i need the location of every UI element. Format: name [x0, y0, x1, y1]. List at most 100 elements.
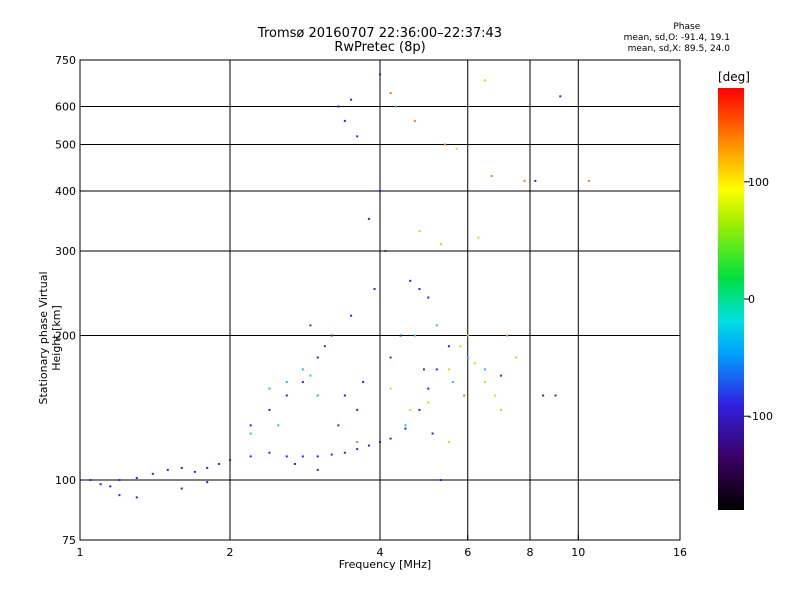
data-point	[356, 441, 359, 444]
data-point	[99, 483, 102, 486]
data-point	[350, 98, 353, 101]
data-point	[367, 444, 370, 447]
data-point	[466, 334, 469, 337]
data-point	[330, 453, 333, 456]
data-point	[427, 401, 430, 404]
data-point	[229, 459, 231, 462]
data-point	[443, 143, 446, 146]
colorbar-tick-label: 0	[748, 293, 755, 306]
data-point	[268, 451, 271, 454]
data-point	[451, 381, 454, 384]
data-point	[463, 394, 466, 397]
data-point	[301, 368, 304, 371]
data-point	[309, 324, 312, 327]
x-tick-label: 6	[464, 546, 471, 559]
data-point	[409, 279, 412, 282]
data-point	[135, 476, 138, 479]
colorbar-title: [deg]	[718, 70, 750, 84]
data-point	[373, 288, 376, 291]
data-point	[413, 334, 416, 337]
data-point	[362, 381, 365, 384]
x-tick-label: 10	[571, 546, 585, 559]
data-point	[309, 374, 312, 377]
data-point	[316, 394, 319, 397]
data-point	[493, 394, 496, 397]
data-point	[151, 472, 154, 475]
data-point	[166, 468, 169, 471]
y-tick-label: 500	[55, 139, 76, 152]
data-point	[418, 230, 421, 233]
data-point	[217, 462, 220, 465]
colorbar-tick-label: 100	[748, 176, 769, 189]
data-point	[389, 92, 392, 95]
data-point	[180, 487, 183, 490]
data-point	[435, 368, 438, 371]
data-point	[316, 468, 319, 471]
x-tick-label: 16	[673, 546, 687, 559]
data-point	[277, 424, 280, 427]
data-point	[356, 135, 359, 138]
data-point	[389, 387, 392, 390]
y-tick-label: 200	[55, 330, 76, 343]
data-point	[293, 462, 296, 465]
data-point	[404, 424, 407, 427]
data-point	[394, 105, 397, 108]
data-point	[285, 455, 288, 458]
data-point	[206, 481, 209, 484]
data-point	[459, 345, 462, 348]
data-point	[356, 448, 359, 451]
data-point	[89, 479, 92, 482]
data-point	[384, 250, 387, 253]
data-point	[285, 394, 288, 397]
x-tick-label: 2	[227, 546, 234, 559]
data-point	[484, 381, 487, 384]
data-point	[542, 394, 545, 397]
data-point	[439, 243, 442, 246]
legend-line-x: mean, sd,X: 89.5, 24.0	[627, 44, 730, 54]
y-tick-label: 400	[55, 185, 76, 198]
data-point	[118, 494, 121, 497]
data-point	[343, 119, 346, 122]
data-point	[135, 496, 138, 499]
data-point	[427, 296, 430, 299]
data-point	[249, 455, 252, 458]
data-point	[301, 455, 304, 458]
data-point	[466, 356, 469, 359]
data-point	[477, 236, 480, 239]
y-tick-label: 75	[62, 534, 76, 547]
x-tick-label: 4	[377, 546, 384, 559]
data-point	[367, 217, 370, 220]
data-point	[422, 368, 425, 371]
data-point	[500, 408, 503, 411]
data-point	[389, 437, 392, 440]
data-point	[534, 179, 537, 182]
legend-line-o: mean, sd,O: -91.4, 19.1	[623, 33, 730, 43]
x-axis-label: Frequency [MHz]	[338, 558, 432, 571]
data-point	[418, 408, 421, 411]
data-point	[109, 485, 112, 488]
data-point	[447, 368, 450, 371]
data-point	[330, 334, 333, 337]
data-point	[118, 479, 121, 482]
data-point	[431, 432, 434, 435]
data-point	[356, 408, 359, 411]
data-point	[285, 381, 288, 384]
data-point	[413, 119, 416, 122]
data-point	[484, 79, 487, 82]
data-point	[523, 179, 526, 182]
data-point	[447, 345, 450, 348]
y-tick-label: 100	[55, 474, 76, 487]
data-point	[316, 455, 319, 458]
data-point	[404, 427, 407, 430]
data-point	[249, 424, 252, 427]
data-point	[301, 381, 304, 384]
data-point	[515, 356, 518, 359]
data-point	[193, 470, 196, 473]
data-point	[379, 441, 381, 444]
x-tick-label: 8	[527, 546, 534, 559]
y-tick-label: 600	[55, 101, 76, 114]
colorbar	[718, 88, 744, 510]
data-point	[316, 356, 319, 359]
chart-title: Tromsø 20160707 22:36:00–22:37:43	[257, 26, 503, 41]
